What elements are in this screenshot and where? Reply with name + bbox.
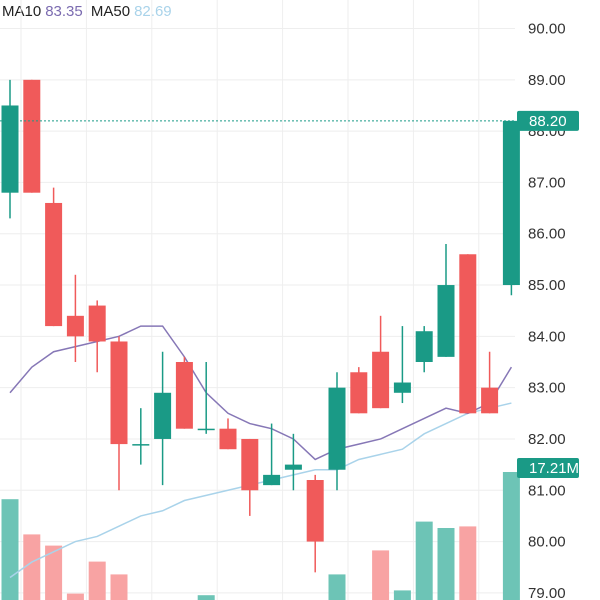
ma10-line-group [9,325,513,461]
volume-bar [459,526,477,600]
volume-badge-label: 17.21M [529,460,579,477]
y-tick-label: 86.00 [528,226,566,243]
y-tick-label: 87.00 [528,174,566,191]
volume-bar [45,545,63,600]
volume-bar [88,561,106,600]
candle-body [263,474,281,486]
candles [1,79,520,573]
candle-body [66,315,84,337]
y-tick-label: 81.00 [528,482,566,499]
candle-body [328,387,346,470]
volume-bar [328,574,346,600]
grid [0,0,515,600]
candle-body [88,305,106,342]
candle-body [481,387,499,414]
ma50-line [9,402,512,579]
candle-body [219,428,237,450]
candle-body [197,428,215,431]
y-axis: 79.00 80.00 81.00 82.00 83.00 84.00 85.00 86.00… [528,21,566,600]
candle-body [23,79,41,193]
candle-body [175,362,193,429]
y-tick-label: 89.00 [528,72,566,89]
volume-bar [502,472,520,600]
volume-bar [372,550,390,600]
last-price-badge [517,110,579,131]
volume-bars [1,472,520,600]
ma10-value: 83.35 [45,3,83,20]
y-tick-label: 82.00 [528,431,566,448]
candle-body [241,438,259,491]
candle-body [502,120,520,286]
candle-body [393,382,411,393]
ma-legend: MA10 83.35 MA50 82.69 [2,3,176,20]
volume-bar [197,595,215,600]
candle-body [154,392,172,439]
volume-bar [393,590,411,600]
y-tick-label: 80.00 [528,534,566,551]
volume-bar [23,534,41,600]
y-tick-label: 79.00 [528,585,566,600]
ma50-value: 82.69 [134,3,172,20]
candle-body [1,105,19,193]
volume-bar [110,574,128,600]
y-tick-label: 90.00 [528,21,566,38]
y-tick-label: 85.00 [528,277,566,294]
volume-badge [517,458,579,478]
volume-bar [415,521,433,600]
ma50-line-group [9,402,512,579]
ma50-label: MA50 [90,3,131,20]
candle-body [415,331,433,362]
y-tick-label: 83.00 [528,380,566,397]
price-overlays: 88.20 17.21M [0,110,579,478]
candle-body [437,285,455,357]
ma10-label: MA10 [2,3,42,20]
volume-bar [1,499,19,600]
volume-bar [66,593,84,600]
candle-body [45,202,63,327]
candle-body [459,254,477,414]
last-price-label: 88.20 [529,113,567,130]
candle-body [284,464,302,470]
ma10-line [9,325,513,461]
candle-body [306,480,324,542]
candle-body [372,351,390,409]
volume-bar [437,528,455,600]
candle-body [350,372,368,414]
y-tick-label: 84.00 [528,328,566,345]
candle-body [110,341,128,445]
candle-body [132,444,150,446]
